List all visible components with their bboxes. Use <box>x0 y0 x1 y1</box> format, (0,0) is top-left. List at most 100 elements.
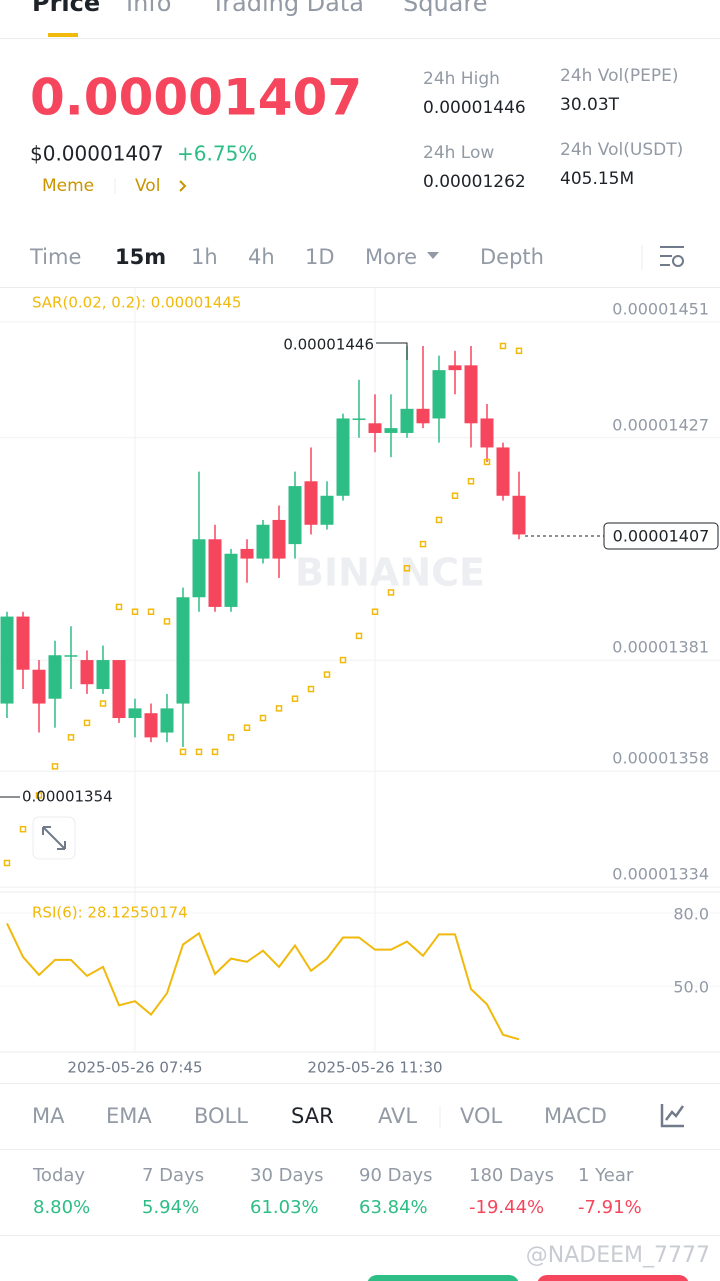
indicator-tab[interactable]: SAR <box>291 1104 334 1128</box>
candle-body <box>144 713 158 738</box>
sar-dot <box>67 734 75 741</box>
interval[interactable]: More <box>365 245 417 269</box>
candle-body <box>480 418 494 448</box>
interval[interactable]: 1D <box>305 245 335 269</box>
perf-value: 63.84% <box>359 1197 428 1218</box>
stat-label: 24h Low <box>423 143 494 163</box>
indicator-tab[interactable]: MACD <box>544 1104 607 1128</box>
sell-button[interactable] <box>537 1275 689 1281</box>
chart-icon[interactable] <box>660 1104 685 1128</box>
candle-body <box>496 447 510 496</box>
perf-value: -7.91% <box>578 1197 642 1218</box>
perf-value: 5.94% <box>142 1197 199 1218</box>
candle-body <box>208 539 222 607</box>
sar-dot <box>83 719 91 727</box>
candle-body <box>176 597 190 704</box>
interval[interactable]: Time <box>29 245 81 269</box>
y-tick-label: 80.0 <box>673 905 709 924</box>
sar-dot <box>419 540 427 548</box>
chevron <box>179 180 187 192</box>
candle-body <box>224 553 238 607</box>
candle-body <box>272 519 286 559</box>
stat-label: 24h Vol(USDT) <box>560 140 683 160</box>
tab[interactable]: Trading Data <box>210 0 364 17</box>
tag[interactable]: Meme <box>42 176 94 196</box>
sar-dot <box>371 608 379 615</box>
candle-body <box>512 495 526 535</box>
price-box-label: 0.00001407 <box>613 527 710 546</box>
x-tick-label: 2025-05-26 07:45 <box>67 1059 202 1077</box>
high-marker <box>376 342 408 360</box>
candle-body <box>192 539 206 598</box>
sar-dot <box>211 748 219 756</box>
sar-dot <box>403 565 411 572</box>
perf-label: Today <box>32 1165 85 1186</box>
sar-dot <box>355 632 363 640</box>
stat-value: 30.03T <box>560 95 620 115</box>
candle-body <box>352 418 366 420</box>
sar-dot <box>259 714 267 722</box>
sar-dot <box>147 608 155 615</box>
candle-body <box>416 408 430 424</box>
x-tick-label: 2025-05-26 11:30 <box>307 1059 442 1077</box>
y-tick-label: 0.00001358 <box>612 749 709 768</box>
indicator-tab[interactable]: EMA <box>106 1104 152 1128</box>
sar-legend: SAR(0.02, 0.2): 0.00001445 <box>32 294 241 312</box>
candle-body <box>368 423 382 433</box>
y-tick-label: 0.00001334 <box>612 865 709 884</box>
tab[interactable]: Info <box>126 0 171 17</box>
expand-button[interactable] <box>32 816 76 860</box>
tab-indicator <box>48 33 78 37</box>
settings-icon[interactable] <box>660 246 684 267</box>
sar-dot <box>435 516 443 524</box>
sar-dot <box>115 603 123 611</box>
interval[interactable]: 15m <box>115 245 166 269</box>
perf-label: 180 Days <box>469 1165 554 1186</box>
perf-value: 61.03% <box>250 1197 319 1218</box>
dropdown-arrow <box>427 252 439 259</box>
sar-dot <box>291 695 299 702</box>
tab[interactable]: Square <box>403 0 488 17</box>
candle-body <box>256 524 270 559</box>
candle-body <box>96 660 110 690</box>
sar-dot <box>51 763 59 770</box>
candle-body <box>288 486 302 545</box>
perf-label: 1 Year <box>578 1165 634 1186</box>
stat-label: 24h High <box>423 69 500 89</box>
last-price: 0.00001407 <box>30 69 362 127</box>
candle-body <box>320 495 334 525</box>
sar-dot <box>243 724 251 731</box>
y-tick-label: 0.00001451 <box>612 299 709 318</box>
interval[interactable]: 1h <box>191 245 218 269</box>
indicator-tab[interactable]: MA <box>32 1104 65 1128</box>
candle-body <box>464 365 478 424</box>
candle-body <box>128 708 142 719</box>
candle-body <box>432 370 446 419</box>
sar-dot <box>131 608 139 615</box>
tag[interactable]: Vol <box>135 176 160 196</box>
indicator-tab[interactable]: AVL <box>378 1104 417 1128</box>
sar-dot <box>339 656 347 664</box>
chart-area: 80.0 50.0 2025-05-26 07:45 2025-05-26 11:30… <box>0 288 720 1077</box>
sar-dot <box>227 734 235 741</box>
candle-body <box>112 660 126 719</box>
candle-body <box>400 408 414 433</box>
low-annotation: 0.00001354 <box>22 788 113 806</box>
perf-value: -19.44% <box>469 1197 544 1218</box>
indicator-tab[interactable]: VOL <box>460 1104 503 1128</box>
usd-price: $0.00001407 <box>30 142 164 166</box>
buy-button[interactable] <box>367 1275 519 1281</box>
sar-dot <box>163 618 171 625</box>
sar-dot <box>515 347 523 355</box>
candle-body <box>160 708 174 733</box>
indicator-tab[interactable]: BOLL <box>194 1104 248 1128</box>
stat-value: 0.00001262 <box>423 172 526 192</box>
candle-body <box>304 481 318 525</box>
perf-label: 30 Days <box>250 1165 324 1186</box>
sar-dot <box>19 825 27 833</box>
interval[interactable]: Depth <box>480 245 544 269</box>
sar-dot <box>467 478 475 485</box>
interval[interactable]: 4h <box>248 245 275 269</box>
tab[interactable]: Price <box>32 0 100 17</box>
